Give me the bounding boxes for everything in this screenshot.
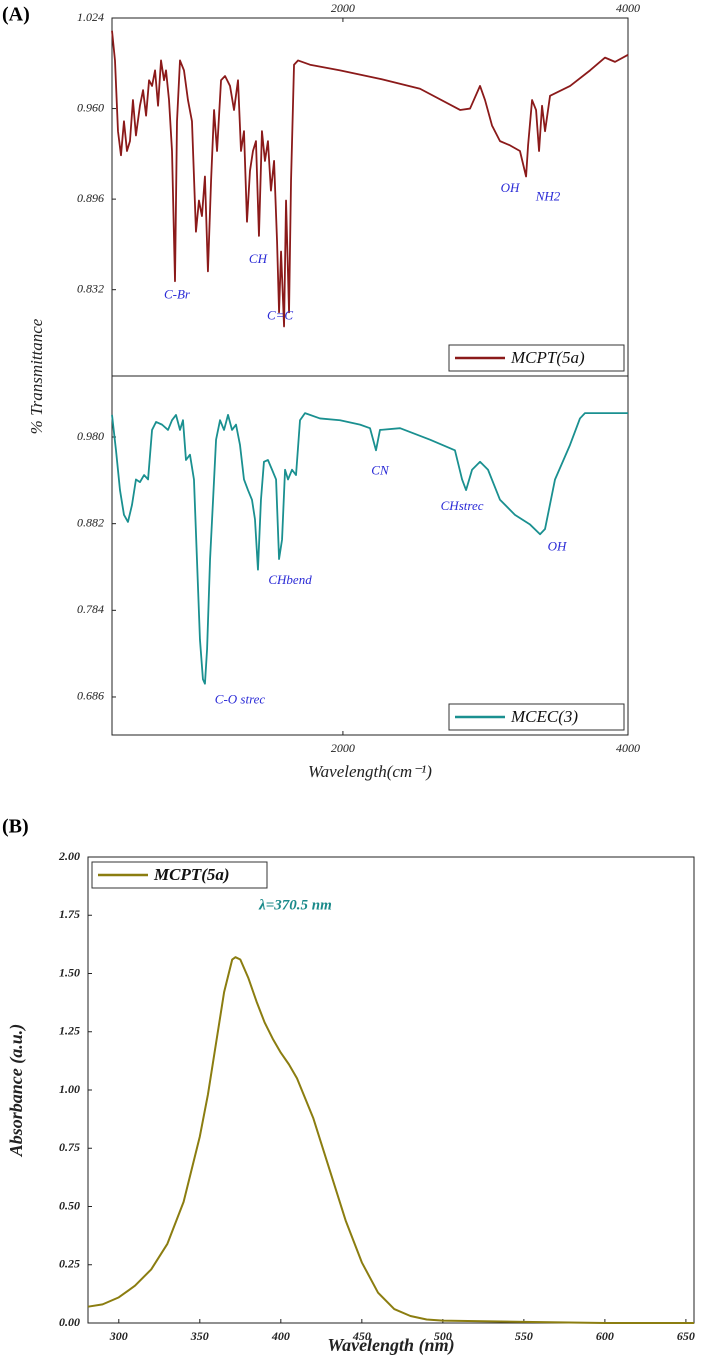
y-tick-label: 0.50 <box>59 1198 80 1212</box>
annotation: CN <box>371 462 390 477</box>
y-tick-label: 0.832 <box>77 281 104 295</box>
annotation: CHstrec <box>441 498 484 513</box>
legend-label: MCPT(5a) <box>153 865 230 884</box>
annotation: λ=370.5 nm <box>258 897 332 913</box>
annotation: C=C <box>267 308 293 323</box>
annotation: CH <box>249 251 268 266</box>
x-tick-label: 4000 <box>616 1 640 15</box>
x-tick-label: 4000 <box>616 741 640 755</box>
y-tick-label: 1.25 <box>59 1024 80 1038</box>
panel-label: (B) <box>2 816 29 838</box>
spectrum-line <box>87 956 694 1324</box>
annotation: OH <box>501 180 520 195</box>
x-tick-label: 2000 <box>331 741 355 755</box>
annotation: OH <box>548 539 567 554</box>
y-tick-label: 0.960 <box>77 100 104 114</box>
y-tick-label: 1.00 <box>59 1082 80 1096</box>
y-tick-label: 1.50 <box>59 965 80 979</box>
spectrum-line <box>111 30 629 328</box>
annotation: C-Br <box>164 286 191 301</box>
x-tick-label: 350 <box>190 1329 209 1343</box>
y-tick-label: 0.75 <box>59 1140 80 1154</box>
x-tick-label: 650 <box>677 1329 695 1343</box>
plot-frame <box>111 375 629 736</box>
y-tick-label: 0.882 <box>77 515 104 529</box>
x-tick-label: 550 <box>515 1329 533 1343</box>
x-axis-label: Wavelength (nm) <box>327 1335 454 1356</box>
y-tick-label: 1.75 <box>59 907 80 921</box>
y-tick-label: 0.980 <box>77 429 104 443</box>
x-tick-label: 2000 <box>331 1 355 15</box>
x-tick-label: 600 <box>596 1329 614 1343</box>
plot-frame <box>87 856 695 1324</box>
annotation: C-O strec <box>215 691 266 706</box>
y-tick-label: 0.686 <box>77 689 104 703</box>
y-tick-label: 0.896 <box>77 191 104 205</box>
y-tick-label: 1.024 <box>77 10 104 24</box>
panel-label: (A) <box>2 4 30 26</box>
y-tick-label: 0.25 <box>59 1257 80 1271</box>
x-tick-label: 450 <box>352 1329 371 1343</box>
spectrum-line <box>111 412 628 685</box>
legend-label: MCEC(3) <box>510 707 578 726</box>
y-tick-label: 0.784 <box>77 602 104 616</box>
legend-label: MCPT(5a) <box>510 348 585 367</box>
x-tick-label: 400 <box>271 1329 290 1343</box>
x-axis-label: Wavelength(cm⁻¹) <box>308 762 432 781</box>
annotation: CHbend <box>268 572 312 587</box>
y-tick-label: 0.00 <box>59 1315 80 1329</box>
y-axis-label: Absorbance (a.u.) <box>6 1024 27 1158</box>
x-tick-label: 300 <box>109 1329 128 1343</box>
annotation: NH2 <box>535 189 561 204</box>
x-tick-label: 500 <box>434 1329 452 1343</box>
y-tick-label: 2.00 <box>58 849 80 863</box>
y-axis-label: % Transmittance <box>27 318 46 434</box>
